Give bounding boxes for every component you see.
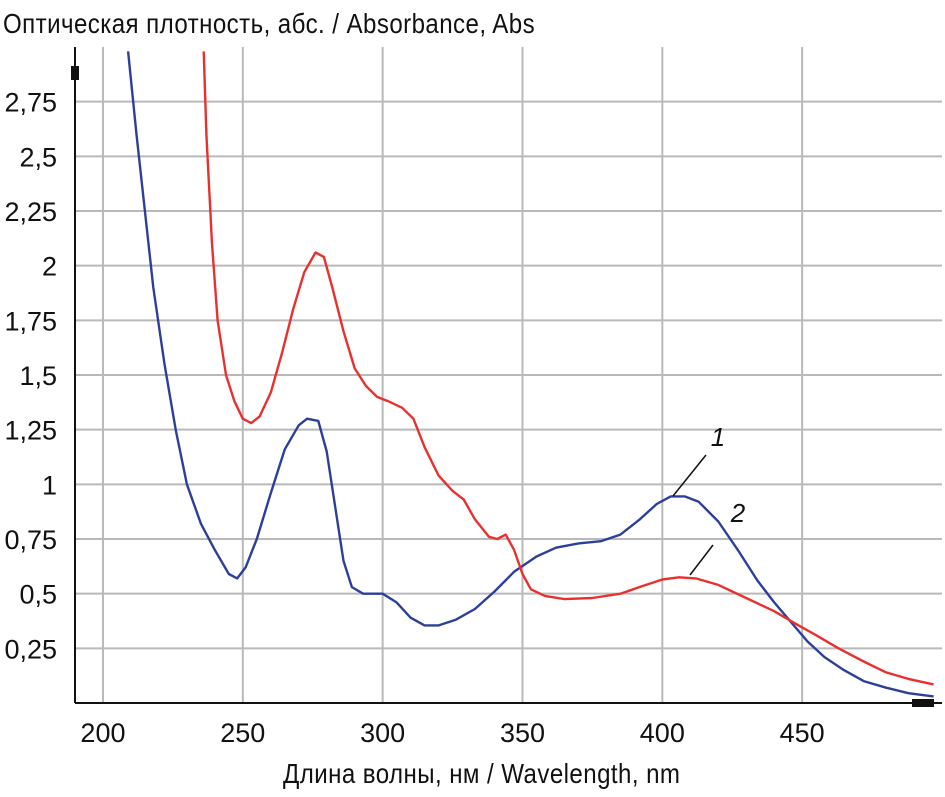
series-line-1 bbox=[126, 51, 934, 698]
y-axis-marker bbox=[71, 66, 79, 80]
x-tick-label: 450 bbox=[780, 718, 825, 748]
y-axis-title: Оптическая плотность, абс. / Absorbance,… bbox=[3, 8, 536, 39]
y-tick-label: 1 bbox=[42, 470, 57, 500]
x-axis-title: Длина волны, нм / Wavelength, nm bbox=[283, 758, 681, 789]
y-tick-label: 1,5 bbox=[19, 361, 57, 391]
x-axis-marker bbox=[912, 699, 934, 707]
x-tick-label: 350 bbox=[500, 718, 545, 748]
y-tick-label: 0,25 bbox=[4, 634, 57, 664]
curve-label-2: 2 bbox=[730, 498, 746, 528]
x-tick-label: 250 bbox=[220, 718, 265, 748]
y-tick-label: 2,25 bbox=[4, 197, 57, 227]
y-tick-label: 0,5 bbox=[19, 580, 57, 610]
curve-leader-2 bbox=[689, 544, 714, 576]
y-tick-label: 0,75 bbox=[4, 525, 57, 555]
y-tick-label: 2,5 bbox=[19, 142, 57, 172]
x-tick-label: 300 bbox=[360, 718, 405, 748]
y-tick-label: 1,75 bbox=[4, 306, 57, 336]
series-line-2 bbox=[202, 51, 934, 686]
x-tick-label: 400 bbox=[640, 718, 685, 748]
curve-label-1: 1 bbox=[711, 422, 725, 452]
x-tick-label: 200 bbox=[80, 718, 125, 748]
y-tick-label: 2 bbox=[42, 252, 57, 282]
y-tick-label: 2,75 bbox=[4, 88, 57, 118]
curve-leader-1 bbox=[672, 454, 707, 497]
y-tick-label: 1,25 bbox=[4, 416, 57, 446]
